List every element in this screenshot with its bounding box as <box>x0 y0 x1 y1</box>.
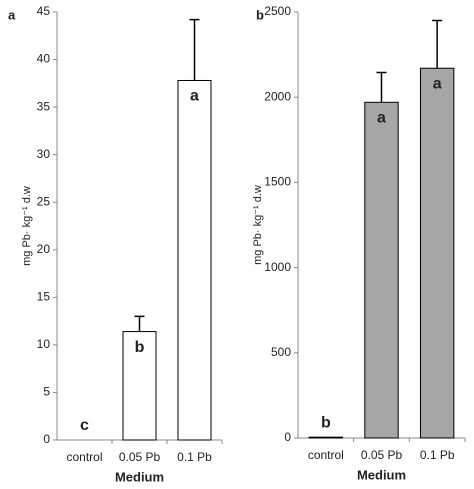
significance-letter: a <box>433 75 442 92</box>
panel-label: b <box>256 7 264 22</box>
x-tick-label: control <box>308 448 344 462</box>
y-tick-label: 5 <box>43 385 50 399</box>
y-tick-label: 0 <box>43 432 50 446</box>
bar <box>308 436 344 439</box>
x-axis-label: Medium <box>115 469 164 484</box>
y-tick-label: 1000 <box>264 260 291 274</box>
y-tick-label: 15 <box>37 290 51 304</box>
y-tick-label: 10 <box>37 337 51 351</box>
x-tick-label: 0.05 Pb <box>119 450 161 464</box>
y-tick-label: 30 <box>37 147 51 161</box>
bar <box>419 67 455 439</box>
y-tick-label: 25 <box>37 194 51 208</box>
significance-letter: a <box>190 88 199 105</box>
significance-letter: b <box>135 339 145 356</box>
y-axis-label: mg Pb· kg⁻¹ d.w <box>252 185 264 265</box>
x-tick-label: control <box>66 450 102 464</box>
y-tick-label: 2000 <box>264 89 291 103</box>
y-tick-label: 45 <box>37 4 51 18</box>
y-tick-label: 500 <box>271 345 291 359</box>
y-tick-label: 2500 <box>264 4 291 18</box>
x-tick-label: 0.05 Pb <box>361 448 403 462</box>
significance-letter: b <box>321 414 331 431</box>
y-tick-label: 40 <box>37 52 51 66</box>
y-axis-label: mg Pb· kg⁻¹ d.w <box>21 186 33 266</box>
x-tick-label: 0.1 Pb <box>177 450 212 464</box>
y-tick-label: 1500 <box>264 175 291 189</box>
significance-letter: c <box>80 417 89 434</box>
bar <box>122 331 157 441</box>
bar <box>364 101 399 439</box>
y-tick-label: 20 <box>37 242 51 256</box>
y-tick-label: 35 <box>37 99 51 113</box>
significance-letter: a <box>377 110 386 127</box>
x-tick-label: 0.1 Pb <box>420 448 455 462</box>
y-tick-label: 0 <box>284 430 291 444</box>
bar <box>177 79 212 441</box>
panel-label: a <box>8 7 16 22</box>
x-axis-label: Medium <box>357 467 406 482</box>
